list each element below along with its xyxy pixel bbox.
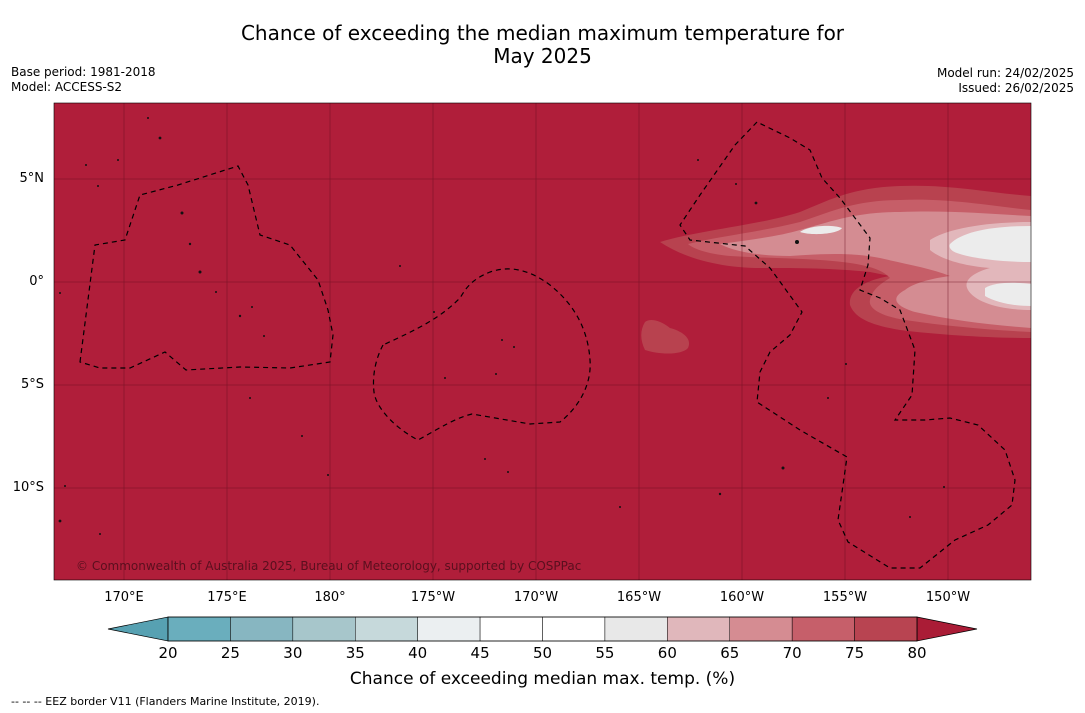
- chart-title-line2: May 2025: [493, 44, 592, 68]
- colorbar-tick-label: 35: [345, 644, 365, 662]
- colorbar-frame: [167, 616, 918, 642]
- chart-title-line1: Chance of exceeding the median maximum t…: [240, 21, 845, 45]
- colorbar-segment: [479, 616, 543, 642]
- colorbar-segment: [167, 616, 231, 642]
- map-area: [54, 103, 1031, 580]
- contour-55-60: [800, 225, 842, 235]
- y-tick-label: 10°S: [12, 480, 44, 495]
- colorbar-segment: [604, 616, 668, 642]
- y-tick-label: 0°: [29, 274, 44, 289]
- colorbar-segment: [542, 616, 606, 642]
- colorbar-segment: [417, 616, 481, 642]
- x-tick-label: 180°: [314, 590, 346, 605]
- colorbar-extend-low: [107, 616, 169, 642]
- x-tick-label: 175°W: [410, 590, 456, 605]
- contour-55-60: [985, 282, 1031, 306]
- colorbar-tick-label: 20: [158, 644, 178, 662]
- colorbar-segment: [729, 616, 793, 642]
- y-tick-label: 5°S: [20, 377, 44, 392]
- x-tick-label: 160°W: [719, 590, 765, 605]
- colorbar-segments: [167, 616, 918, 642]
- colorbar-tick-label: 60: [657, 644, 677, 662]
- colorbar-tick-label: 50: [532, 644, 553, 662]
- eez-legend-note: -- -- -- EEZ border V11 (Flanders Marine…: [11, 695, 320, 708]
- colorbar-tick-label: 70: [782, 644, 802, 662]
- colorbar-extend-high: [916, 616, 978, 642]
- colorbar-tick-label: 75: [845, 644, 865, 662]
- colorbar-segment: [230, 616, 294, 642]
- colorbar-segment: [667, 616, 730, 642]
- model-name: Model: ACCESS-S2: [11, 80, 123, 94]
- graticule: [54, 103, 1031, 580]
- colorbar-tick-label: 80: [907, 644, 927, 662]
- colorbar-tick-label: 65: [720, 644, 740, 662]
- x-tick-label: 170°W: [513, 590, 559, 605]
- info-right: Model run: 24/02/2025 Issued: 26/02/2025: [937, 66, 1074, 96]
- colorbar-label: Chance of exceeding median max. temp. (%…: [349, 669, 736, 689]
- colorbar-segment: [355, 616, 418, 642]
- colorbar-segment: [854, 616, 918, 642]
- colorbar-tick-label: 30: [283, 644, 303, 662]
- model-run: Model run: 24/02/2025: [936, 66, 1074, 80]
- base-period: Base period: 1981-2018: [11, 65, 156, 79]
- x-tick-label: 165°W: [616, 590, 662, 605]
- colorbar-tick-label: 40: [408, 644, 428, 662]
- x-tick-label: 155°W: [822, 590, 868, 605]
- colorbar-segment: [791, 616, 855, 642]
- contour-75-80: [641, 320, 690, 354]
- y-tick-label: 5°N: [19, 171, 45, 186]
- colorbar: [107, 616, 978, 642]
- colorbar-segment: [292, 616, 356, 642]
- probability-field-above-80: [54, 103, 1031, 580]
- chart-title: Chance of exceeding the median maximum t…: [0, 22, 1085, 68]
- contour-55-60: [949, 226, 1031, 262]
- colorbar-tick-label: 45: [470, 644, 490, 662]
- colorbar-tick-label: 25: [220, 644, 240, 662]
- issued-date: Issued: 26/02/2025: [958, 81, 1074, 95]
- copyright-notice: © Commonwealth of Australia 2025, Bureau…: [76, 559, 582, 573]
- info-left: Base period: 1981-2018 Model: ACCESS-S2: [11, 65, 156, 95]
- eez-borders: [79, 121, 1016, 569]
- x-tick-label: 170°E: [104, 590, 144, 605]
- map-frame: [53, 102, 1032, 581]
- x-tick-label: 175°E: [207, 590, 247, 605]
- x-tick-label: 150°W: [925, 590, 971, 605]
- islands: [58, 117, 945, 535]
- colorbar-tick-label: 55: [595, 644, 615, 662]
